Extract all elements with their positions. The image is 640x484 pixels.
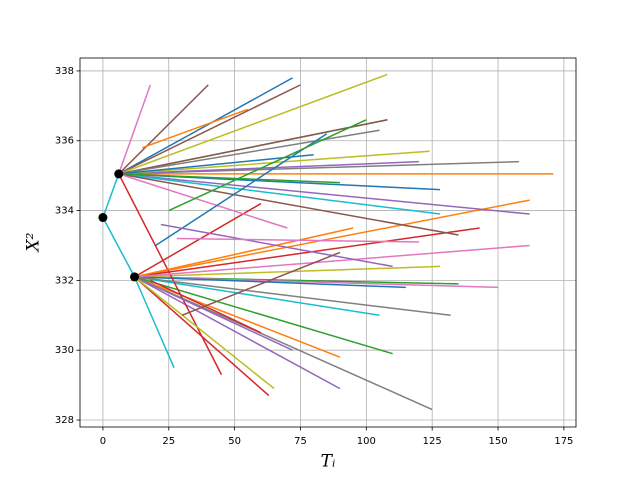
series-line: [134, 276, 293, 351]
series-line: [134, 276, 275, 390]
y-tick-label: 328: [55, 415, 74, 426]
x-tick-label: 150: [488, 436, 507, 447]
series-line: [118, 173, 530, 215]
series-line: [168, 119, 367, 212]
y-tick-label: 334: [55, 206, 74, 217]
series-line: [160, 223, 393, 268]
x-tick-label: 50: [228, 436, 241, 447]
series-line: [118, 153, 314, 175]
y-axis-label: X²: [24, 232, 44, 253]
series-line: [134, 276, 341, 390]
x-tick-label: 125: [423, 436, 442, 447]
series-line: [134, 276, 451, 317]
series-line: [134, 202, 262, 278]
point: [114, 169, 124, 179]
series-line: [118, 77, 293, 175]
x-tick-label: 75: [294, 436, 307, 447]
series-line: [118, 119, 388, 175]
axes-frame: [79, 57, 577, 428]
series-line: [176, 237, 420, 243]
series-line: [181, 251, 341, 316]
series-line: [118, 173, 341, 184]
series-line: [134, 199, 530, 278]
series-line: [118, 73, 388, 175]
series-line: [118, 160, 420, 175]
series-line: [134, 265, 441, 278]
point: [130, 272, 140, 282]
x-axis-label: Tᵢ: [321, 452, 336, 472]
series-line: [134, 244, 530, 278]
series-line: [118, 84, 209, 175]
series-line: [118, 173, 288, 229]
series-line: [133, 276, 175, 368]
x-tick-label: 0: [100, 436, 106, 447]
y-tick-label: 330: [55, 345, 74, 356]
x-tick-label: 25: [162, 436, 175, 447]
series-line: [155, 133, 328, 247]
point: [98, 213, 108, 223]
series-line: [102, 217, 136, 278]
series-line: [142, 108, 249, 149]
series-line: [134, 227, 354, 278]
series-line: [118, 84, 152, 175]
plot-area: [98, 73, 554, 411]
y-tick-label: 338: [55, 66, 74, 77]
series-line: [118, 129, 380, 175]
x-tick-label: 100: [357, 436, 376, 447]
series-line: [134, 227, 480, 278]
series-line: [134, 276, 433, 411]
series-line: [134, 276, 406, 289]
series-line: [118, 84, 301, 175]
series-line: [102, 173, 120, 218]
y-tick-label: 332: [55, 275, 74, 286]
y-tick-label: 336: [55, 136, 74, 147]
series-line: [134, 276, 341, 358]
series-line: [118, 173, 441, 215]
x-tick-label: 175: [554, 436, 573, 447]
series-line: [118, 173, 459, 236]
